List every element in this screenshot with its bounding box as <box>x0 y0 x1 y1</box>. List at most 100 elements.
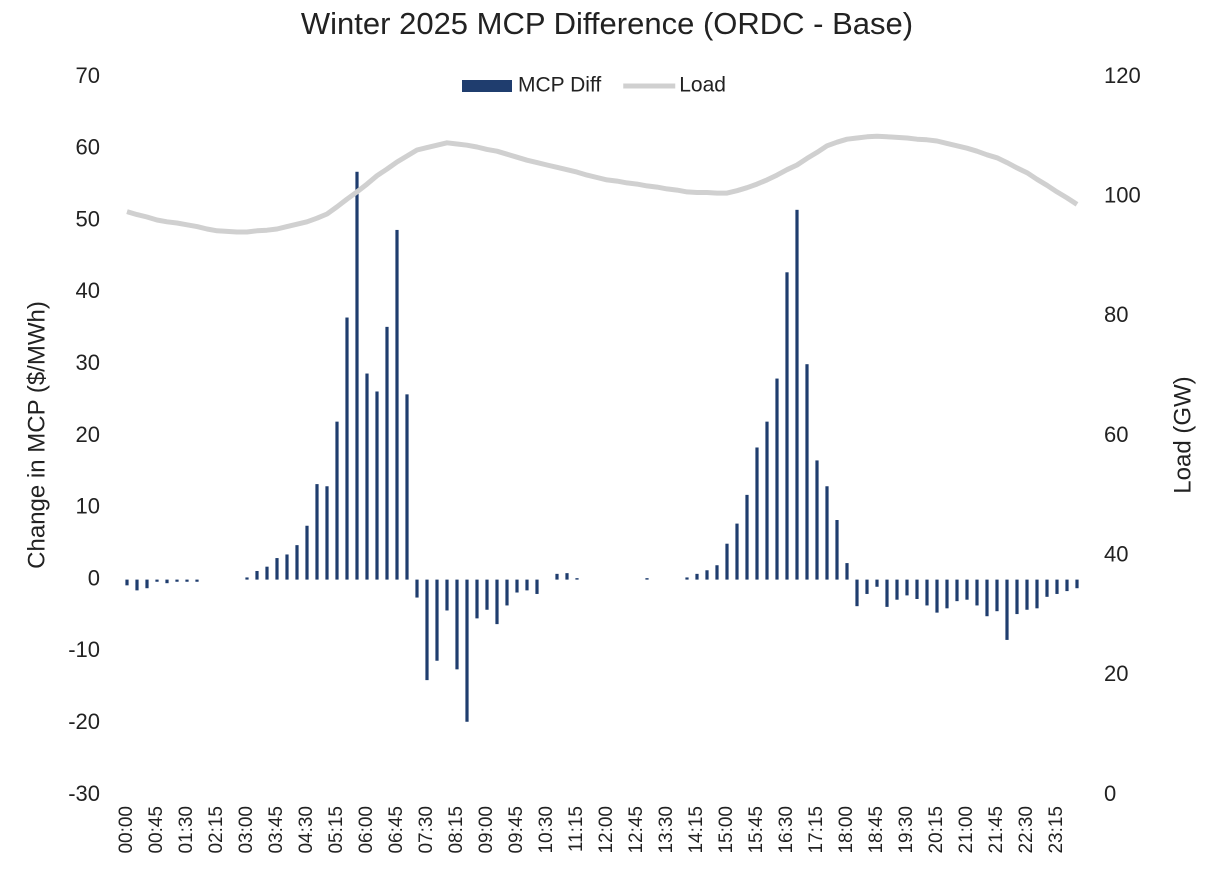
x-tick-label: 10:30 <box>536 806 557 854</box>
bar <box>265 566 269 580</box>
x-tick-label: 05:15 <box>326 806 347 854</box>
bar <box>805 364 809 580</box>
x-tick-label: 07:30 <box>416 806 437 854</box>
y-tick-label: 70 <box>76 63 100 88</box>
bar <box>905 579 909 596</box>
y-tick-label: -10 <box>68 637 100 662</box>
chart-title: Winter 2025 MCP Difference (ORDC - Base) <box>301 6 913 41</box>
bar <box>155 579 159 582</box>
bar <box>745 494 749 580</box>
y2-axis-label: Load (GW) <box>1169 376 1196 493</box>
y-tick-label: 0 <box>88 565 100 590</box>
x-tick-label: 01:30 <box>176 806 197 854</box>
bar <box>185 579 189 582</box>
bar <box>135 579 139 591</box>
bar <box>375 391 379 580</box>
x-tick-label: 12:45 <box>626 806 647 854</box>
bar <box>335 421 339 580</box>
x-tick-label: 11:15 <box>566 806 587 852</box>
x-tick-label: 16:30 <box>776 806 797 854</box>
bar <box>955 579 959 602</box>
bar <box>565 573 569 580</box>
y-tick-label: 60 <box>76 135 100 160</box>
x-tick-label: 04:30 <box>296 806 317 854</box>
y-tick-label: 10 <box>76 494 100 519</box>
x-tick-label: 00:45 <box>146 806 167 854</box>
bar <box>395 229 399 580</box>
bar <box>865 579 869 594</box>
x-tick-label: 09:00 <box>476 806 497 854</box>
bar <box>475 579 479 619</box>
bar <box>985 579 989 617</box>
x-tick-label: 15:45 <box>746 806 767 854</box>
bar <box>575 578 579 580</box>
bar <box>525 579 529 591</box>
bar <box>845 563 849 580</box>
y-tick-label: 50 <box>76 206 100 231</box>
bar <box>365 373 369 580</box>
bar <box>405 394 409 580</box>
bar <box>385 326 389 580</box>
x-tick-label: 18:45 <box>866 806 887 854</box>
x-tick-label: 20:15 <box>926 806 947 854</box>
bar <box>735 523 739 580</box>
bar <box>555 573 559 580</box>
bar <box>455 579 459 670</box>
bar <box>435 579 439 661</box>
x-tick-label: 13:30 <box>656 806 677 854</box>
bar <box>305 525 309 580</box>
y-tick-label: -30 <box>68 781 100 806</box>
bar <box>445 579 449 611</box>
bar <box>825 486 829 580</box>
bar <box>765 421 769 580</box>
x-tick-label: 14:15 <box>686 806 707 854</box>
bar <box>145 579 149 589</box>
bar <box>1015 579 1019 615</box>
x-tick-label: 03:45 <box>266 806 287 854</box>
y2-tick-label: 0 <box>1104 781 1116 806</box>
bar <box>355 171 359 580</box>
bar <box>325 486 329 580</box>
y2-tick-label: 60 <box>1104 422 1128 447</box>
bar <box>965 579 969 600</box>
bar <box>915 579 919 599</box>
x-tick-label: 00:00 <box>116 806 137 854</box>
legend-swatch <box>462 80 512 92</box>
bar <box>715 565 719 580</box>
bar <box>485 579 489 610</box>
bar <box>425 579 429 681</box>
bar <box>935 579 939 613</box>
bar <box>895 579 899 600</box>
y2-tick-label: 80 <box>1104 302 1128 327</box>
y-tick-label: 20 <box>76 422 100 447</box>
bar <box>1035 579 1039 609</box>
legend-label: Load <box>679 74 726 97</box>
x-tick-label: 02:15 <box>206 806 227 854</box>
bar <box>695 573 699 580</box>
legend-label: MCP Diff <box>518 74 601 97</box>
bar <box>255 570 259 580</box>
bar <box>945 579 949 609</box>
bar <box>785 272 789 580</box>
bar <box>515 579 519 593</box>
bar <box>495 579 499 625</box>
x-tick-label: 18:00 <box>836 806 857 854</box>
x-tick-label: 22:30 <box>1016 806 1037 854</box>
bar <box>795 209 799 580</box>
x-tick-label: 06:00 <box>356 806 377 854</box>
bar <box>725 543 729 580</box>
bar <box>345 317 349 580</box>
bar <box>1005 579 1009 640</box>
y2-tick-label: 120 <box>1104 63 1141 88</box>
bar <box>885 579 889 607</box>
y2-tick-label: 20 <box>1104 661 1128 686</box>
y2-tick-label: 100 <box>1104 182 1141 207</box>
bar <box>125 579 129 586</box>
y-tick-label: 40 <box>76 278 100 303</box>
x-tick-label: 06:45 <box>386 806 407 854</box>
bar <box>275 558 279 580</box>
bar <box>875 579 879 587</box>
load-line <box>126 133 1079 235</box>
bar <box>1065 579 1069 592</box>
